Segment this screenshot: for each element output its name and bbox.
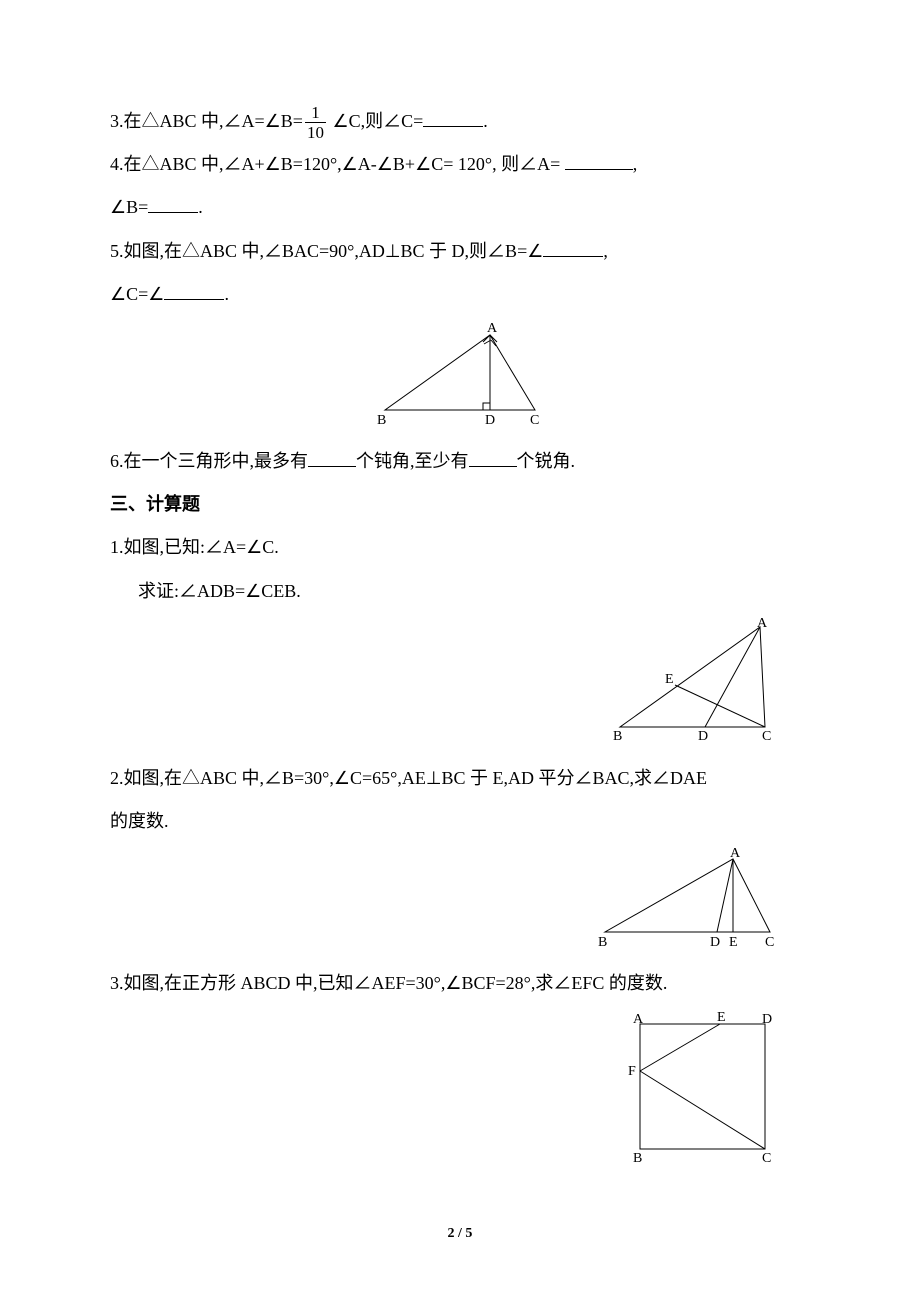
blank: [308, 448, 356, 467]
figure-q5: A B C D: [110, 320, 810, 430]
q6-a: 6.在一个三角形中,最多有: [110, 451, 308, 471]
label-b: B: [633, 1151, 642, 1164]
figure-p1: A B C D E: [110, 617, 810, 747]
problem-2-line2: 的度数.: [110, 800, 810, 843]
label-d: D: [698, 729, 708, 744]
label-a: A: [487, 321, 498, 336]
q5-l1b: ,: [603, 241, 608, 261]
label-c: C: [762, 1151, 771, 1164]
q5-l2a: ∠C=∠: [110, 284, 164, 304]
section-heading: 三、计算题: [110, 483, 810, 526]
blank: [469, 448, 517, 467]
question-5-line2: ∠C=∠.: [110, 273, 810, 316]
label-d: D: [762, 1012, 772, 1027]
label-b: B: [377, 413, 386, 428]
triangle-intersecting-lines: A B C D E: [610, 617, 780, 747]
q5-l1a: 5.如图,在△ABC 中,∠BAC=90°,AD⊥BC 于 D,则∠B=∠: [110, 241, 543, 261]
question-6: 6.在一个三角形中,最多有 个钝角,至少有 个锐角.: [110, 440, 810, 483]
label-c: C: [762, 729, 771, 744]
triangle-abc-altitude: A B C D: [365, 320, 555, 430]
label-f: F: [628, 1064, 636, 1079]
figure-p2: A B C D E: [110, 847, 810, 952]
q4-l1a: 4.在△ABC 中,∠A+∠B=120°,∠A-∠B+∠C= 120°, 则∠A…: [110, 154, 565, 174]
figure-p3: A E D F B C: [110, 1009, 810, 1164]
problem-2-line1: 2.如图,在△ABC 中,∠B=30°,∠C=65°,AE⊥BC 于 E,AD …: [110, 757, 810, 800]
label-d: D: [485, 413, 495, 428]
label-d: D: [710, 935, 720, 950]
label-b: B: [598, 935, 607, 950]
question-4-line2: ∠B=.: [110, 186, 810, 229]
frac-num: 1: [305, 104, 326, 123]
label-b: B: [613, 729, 622, 744]
q4-l1b: ,: [633, 154, 638, 174]
q3-mid: ∠C,则∠C=: [328, 111, 423, 131]
triangle-with-altitude-bisector: A B C D E: [595, 847, 780, 952]
q4-l2b: .: [198, 197, 203, 217]
label-c: C: [765, 935, 774, 950]
label-e: E: [729, 935, 738, 950]
q4-l2a: ∠B=: [110, 197, 148, 217]
square-with-lines: A E D F B C: [625, 1009, 780, 1164]
label-a: A: [633, 1012, 644, 1027]
q3-prefix: 3.在△ABC 中,∠A=∠B=: [110, 111, 303, 131]
question-5-line1: 5.如图,在△ABC 中,∠BAC=90°,AD⊥BC 于 D,则∠B=∠,: [110, 230, 810, 273]
q3-suffix: .: [483, 111, 488, 131]
problem-1-line2: 求证:∠ADB=∠CEB.: [110, 570, 810, 613]
q6-c: 个锐角.: [517, 451, 576, 471]
question-4-line1: 4.在△ABC 中,∠A+∠B=120°,∠A-∠B+∠C= 120°, 则∠A…: [110, 143, 810, 186]
blank: [543, 238, 603, 257]
question-3: 3.在△ABC 中,∠A=∠B=110 ∠C,则∠C=.: [110, 100, 810, 143]
label-a: A: [730, 847, 741, 861]
blank: [164, 281, 224, 300]
label-a: A: [757, 617, 768, 631]
blank: [565, 151, 633, 170]
page-number: 2 / 5: [0, 1226, 920, 1242]
blank: [423, 108, 483, 127]
problem-1-line1: 1.如图,已知:∠A=∠C.: [110, 526, 810, 569]
label-e: E: [717, 1010, 726, 1025]
problem-3-line1: 3.如图,在正方形 ABCD 中,已知∠AEF=30°,∠BCF=28°,求∠E…: [110, 962, 810, 1005]
q5-l2b: .: [224, 284, 229, 304]
label-e: E: [665, 672, 674, 687]
blank: [148, 194, 198, 213]
label-c: C: [530, 413, 539, 428]
fraction: 110: [305, 104, 326, 141]
q6-b: 个钝角,至少有: [356, 451, 469, 471]
page: 3.在△ABC 中,∠A=∠B=110 ∠C,则∠C=. 4.在△ABC 中,∠…: [0, 0, 920, 1302]
frac-den: 10: [305, 123, 326, 141]
